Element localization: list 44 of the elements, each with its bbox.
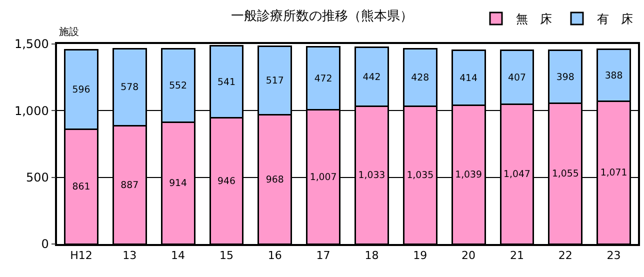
data-label: 861 [72,182,90,193]
y-tick-label: 1,000 [14,104,49,118]
data-label: 388 [604,70,623,82]
y-tick-label: 0 [41,237,49,252]
data-label: 517 [266,75,284,86]
data-label: 1,007 [310,172,337,183]
x-tick-label: 15 [219,248,234,262]
legend-label: 有 床 [597,12,633,26]
data-label: 407 [508,72,526,84]
data-label: 1,055 [552,168,579,180]
data-label: 442 [362,72,381,83]
x-tick-label: 22 [558,248,572,262]
data-label: 914 [169,178,188,190]
data-label: 946 [217,176,236,187]
legend-label: 無 床 [516,12,552,26]
x-tick-label: 13 [122,248,137,262]
x-tick-label: 19 [413,248,428,262]
data-label: 887 [120,180,139,191]
chart-title: 一般診療所数の推移（熊本県） [231,9,413,24]
data-label: 541 [217,76,236,88]
y-tick-label: 1,500 [14,37,49,52]
data-label: 578 [120,82,139,94]
x-tick-label: 16 [268,248,282,262]
data-label: 968 [266,174,284,186]
data-label: 1,071 [600,168,628,179]
data-label: 1,033 [358,170,386,182]
data-label: 1,035 [406,170,434,181]
x-tick-label: 20 [462,248,476,262]
x-tick-label: 18 [364,248,379,262]
data-label: 398 [556,72,574,83]
data-label: 414 [460,72,478,84]
x-tick-label: 21 [510,248,524,262]
data-label: 472 [314,73,332,84]
data-label: 596 [72,84,90,96]
x-tick-label: 23 [606,248,621,262]
x-tick-label: 17 [316,248,330,262]
data-label: 1,047 [504,169,530,180]
data-label: 428 [411,72,430,84]
x-tick-label: 14 [171,248,186,262]
x-tick-label: H12 [70,248,92,262]
data-label: 552 [169,80,188,92]
data-label: 1,039 [455,170,482,181]
y-tick-label: 500 [26,170,49,185]
y-axis-title: 施設 [59,26,79,38]
